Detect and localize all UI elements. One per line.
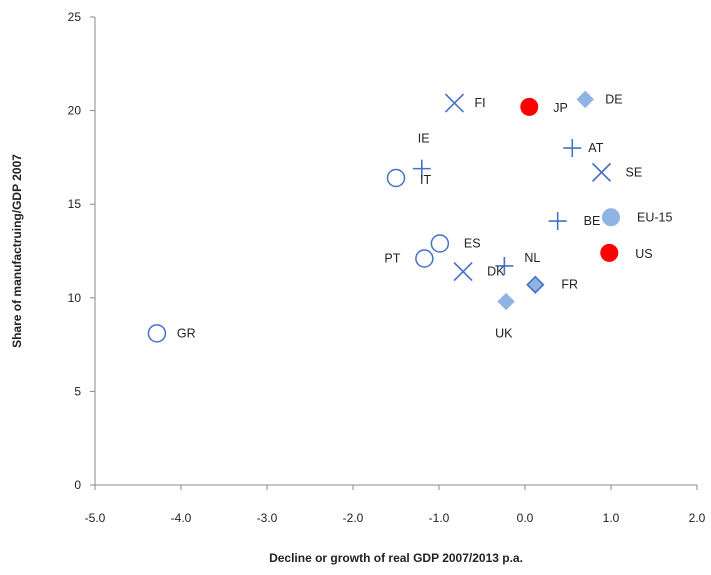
- y-tick-label: 10: [68, 291, 82, 305]
- x-tick-label: -1.0: [429, 511, 450, 525]
- point-de-label: DE: [605, 92, 622, 106]
- point-eu-15-marker: [602, 208, 620, 227]
- point-labels: GR IT PT ES IE NL AT BE FI DK SE JP US EU-15 DE UK FR: [177, 92, 673, 340]
- point-fi-marker: [444, 93, 465, 113]
- y-tick-label: 0: [74, 478, 81, 492]
- point-eu-15-label: EU-15: [637, 210, 672, 224]
- point-dk-marker: [453, 262, 473, 282]
- point-fi-x-b: [444, 93, 465, 113]
- point-dk-label: DK: [487, 265, 505, 279]
- x-tick-label: -3.0: [257, 511, 278, 525]
- point-es-marker: [430, 234, 450, 253]
- data-points: [147, 90, 620, 343]
- point-uk-marker: [497, 292, 515, 311]
- point-se-x-b: [591, 162, 612, 182]
- point-be-marker: [548, 212, 567, 231]
- point-fi-label: FI: [474, 96, 485, 110]
- point-pt-label: PT: [384, 251, 400, 265]
- x-tick-label: -4.0: [171, 511, 192, 525]
- point-it-marker: [386, 168, 406, 188]
- y-tick-label: 20: [68, 104, 82, 118]
- point-at-marker: [563, 139, 582, 158]
- point-gr-marker: [147, 324, 167, 343]
- point-jp-marker: [520, 97, 539, 116]
- y-tick-label: 5: [74, 384, 81, 398]
- point-it-label: IT: [420, 173, 431, 187]
- point-se-label: SE: [626, 165, 643, 179]
- axes: [90, 16, 698, 490]
- y-axis-title: Share of manufactruing/GDP 2007: [10, 154, 24, 348]
- point-de-marker: [576, 90, 594, 109]
- point-us-marker: [600, 243, 619, 262]
- point-nl-marker: [495, 256, 514, 275]
- x-tick-label: 2.0: [689, 511, 706, 525]
- x-tick-label: -5.0: [85, 511, 106, 525]
- point-at-label: AT: [588, 141, 603, 155]
- x-tick-label: -2.0: [343, 511, 364, 525]
- point-ie-label: IE: [418, 132, 430, 146]
- point-gr-label: GR: [177, 326, 196, 340]
- point-be-label: BE: [584, 214, 601, 228]
- x-tick-label: 0.0: [517, 511, 534, 525]
- point-dk-x-b: [453, 262, 473, 282]
- point-se-marker: [591, 162, 612, 182]
- point-es-label: ES: [464, 237, 481, 251]
- point-fr-marker: [526, 275, 545, 294]
- point-pt-marker: [415, 249, 434, 268]
- point-nl-label: NL: [524, 251, 540, 265]
- x-axis-title: Decline or growth of real GDP 2007/2013 …: [269, 551, 523, 565]
- y-tick-label: 15: [68, 197, 82, 211]
- x-tick-label: 1.0: [603, 511, 620, 525]
- point-us-label: US: [635, 247, 652, 261]
- point-uk-label: UK: [495, 327, 513, 341]
- point-fr-label: FR: [561, 278, 578, 292]
- point-ie-marker: [412, 159, 431, 178]
- tick-labels: 0 5 10 15 20 25 -5.0 -4.0 -3.0 -2.0 -1.0 0.0 1.0 2.0: [68, 10, 706, 525]
- point-jp-label: JP: [553, 101, 568, 115]
- y-tick-label: 25: [68, 10, 82, 24]
